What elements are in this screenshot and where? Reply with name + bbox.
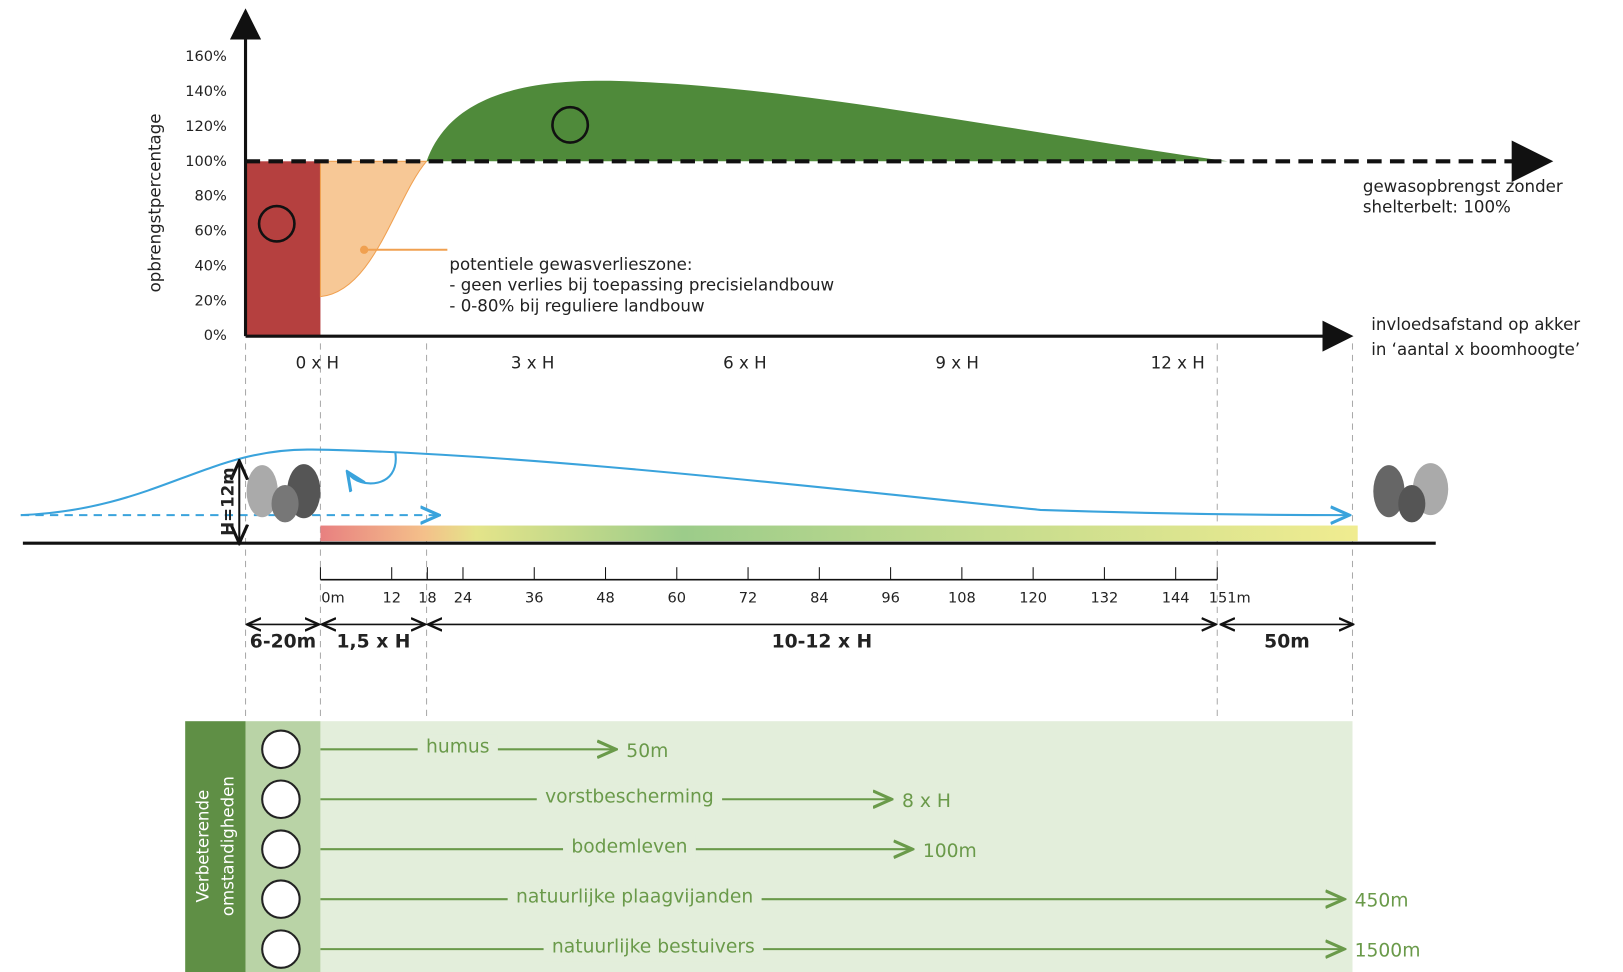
- eddy: [349, 452, 397, 484]
- benefit-distance: 8 x H: [902, 791, 951, 812]
- scale-tick-label: 108: [948, 589, 976, 606]
- height-label: H=12m: [218, 467, 237, 535]
- annotation: potentiele gewasverlieszone:: [449, 255, 692, 274]
- span-label: 1,5 x H: [337, 632, 411, 653]
- scale-tick-label: 24: [454, 589, 473, 606]
- benefits-title: Verbeterende: [193, 790, 212, 903]
- span-label: 50m: [1264, 632, 1310, 653]
- y-tick-label: 120%: [185, 118, 227, 135]
- y-tick-label: 20%: [194, 292, 227, 309]
- gain-zone: [426, 80, 1228, 162]
- scale-tick-label: 60: [668, 589, 687, 606]
- benefit-label: bodemleven: [571, 837, 687, 858]
- benefit-icon: [261, 879, 301, 919]
- baseline-label: shelterbelt: 100%: [1363, 198, 1511, 217]
- label-bg: [536, 784, 723, 812]
- potential-loss-zone: [319, 160, 428, 298]
- benefit-icon: [261, 729, 301, 770]
- y-tick-label: 100%: [185, 153, 227, 170]
- y-tick-label: 40%: [194, 257, 227, 274]
- benefit-label: humus: [426, 737, 490, 758]
- scale-tick-label: 48: [596, 589, 615, 606]
- wind: [20, 448, 1347, 516]
- benefit-icon: [261, 929, 301, 969]
- scale-tick-label: 144: [1162, 589, 1190, 606]
- loss-zone: [245, 161, 321, 337]
- label-bg: [417, 734, 498, 762]
- annotation: - geen verlies bij toepassing precisiela…: [449, 276, 834, 295]
- x-tick-label: 3 x H: [511, 354, 554, 373]
- scale-tick-label: 96: [881, 589, 900, 606]
- label-bg: [507, 884, 762, 912]
- scale-tick-label: 120: [1019, 589, 1047, 606]
- annotation: - 0-80% bij reguliere landbouw: [449, 297, 704, 316]
- y-tick-label: 140%: [185, 83, 227, 100]
- benefit-icon: [261, 829, 301, 869]
- annotation-dot: [359, 245, 369, 254]
- field-strip: [320, 525, 1358, 542]
- benefits-panel: [320, 721, 1353, 972]
- scale-tick-label: 151m: [1209, 589, 1251, 606]
- benefit-distance: 50m: [626, 741, 668, 762]
- trees: [239, 463, 1449, 541]
- benefit-label: natuurlijke plaagvijanden: [516, 887, 753, 908]
- scale-tick-label: 84: [810, 589, 829, 606]
- x-axis-label: in ‘aantal x boomhoogte’: [1371, 340, 1580, 359]
- label-bg: [563, 834, 696, 862]
- benefit-distance: 100m: [923, 841, 977, 862]
- scale-tick-label: 72: [739, 589, 758, 606]
- scale-tick-label: 0m: [321, 589, 344, 606]
- benefit-icon: [261, 779, 301, 820]
- y-tick-label: 80%: [194, 188, 227, 205]
- label-bg: [543, 934, 764, 962]
- x-tick-label: 9 x H: [935, 354, 978, 373]
- x-tick-label: 6 x H: [723, 354, 766, 373]
- scale-tick-label: 18: [418, 589, 437, 606]
- y-tick-label: 160%: [185, 48, 227, 65]
- x-tick-label: 0 x H: [296, 354, 339, 373]
- benefits-title: omstandigheden: [218, 776, 237, 916]
- benefit-label: natuurlijke bestuivers: [552, 937, 755, 958]
- y-tick-label: 0%: [204, 327, 227, 344]
- benefit-distance: 1500m: [1355, 941, 1421, 962]
- y-tick-label: 60%: [194, 223, 227, 240]
- x-axis-label: invloedsafstand op akker: [1371, 315, 1580, 334]
- scale-tick-label: 132: [1091, 589, 1119, 606]
- benefits-title-bar: [185, 721, 246, 972]
- x-tick-label: 12 x H: [1151, 354, 1205, 373]
- benefit-label: vorstbescherming: [545, 787, 714, 808]
- span-label: 10-12 x H: [772, 632, 873, 653]
- span-label: 6-20m: [250, 632, 316, 653]
- y-axis-label: opbrengstpercentage: [146, 113, 165, 292]
- baseline-label: gewasopbrengst zonder: [1363, 177, 1563, 196]
- plus-icon: [551, 105, 590, 144]
- scale-tick-label: 36: [525, 589, 544, 606]
- benefit-distance: 450m: [1355, 891, 1409, 912]
- minus-icon: [257, 204, 296, 243]
- scale-tick-label: 12: [382, 589, 401, 606]
